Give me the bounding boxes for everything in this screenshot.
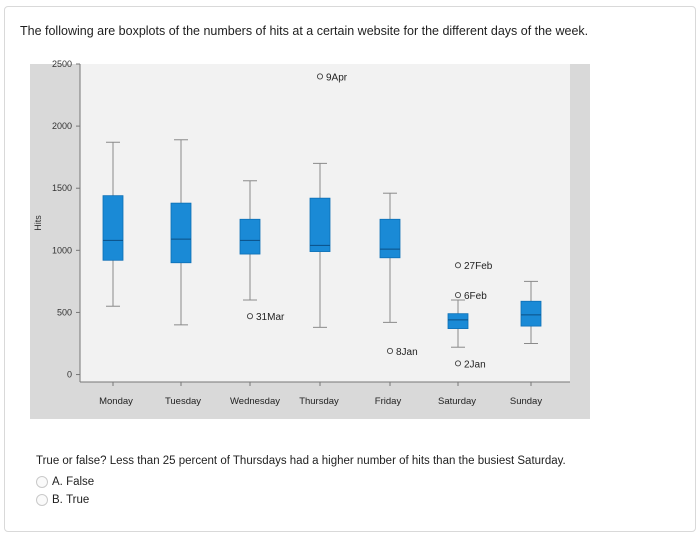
outlier-6feb: 6Feb: [454, 291, 487, 302]
y-tick-label: 1500: [52, 183, 72, 193]
box-iqr: [447, 313, 469, 329]
box-wednesday: [239, 180, 261, 301]
box-thursday: [309, 162, 331, 328]
outlier-label: 9Apr: [326, 72, 348, 83]
box-saturday: [447, 299, 469, 348]
outlier-point: [386, 347, 394, 354]
x-tick-label: Friday: [375, 396, 402, 407]
option-b-radio[interactable]: [36, 494, 48, 506]
question-prompt: True or false? Less than 25 percent of T…: [36, 455, 566, 467]
box-tuesday: [170, 139, 192, 326]
x-tick-label: Monday: [99, 396, 133, 407]
y-tick-label: 0: [67, 370, 72, 380]
outlier-label: 27Feb: [464, 261, 493, 272]
boxplot-chart: Hits 0 500 1000 1500 2000 2500 Monday Tuesday W…: [30, 59, 590, 419]
outlier-point: [246, 313, 254, 320]
question-text: The following are boxplots of the number…: [20, 24, 589, 38]
y-axis-label: Hits: [33, 215, 43, 231]
outlier-27feb: 27Feb: [454, 261, 493, 272]
option-a-radio[interactable]: [36, 476, 48, 488]
option-b-label: True: [66, 494, 90, 506]
y-tick-label: 1000: [52, 245, 72, 255]
outlier-label: 31Mar: [256, 312, 285, 323]
y-tick-label: 2000: [52, 121, 72, 131]
outlier-point: [454, 262, 462, 269]
box-iqr: [102, 195, 124, 261]
box-friday: [379, 192, 401, 323]
x-tick-label: Sunday: [510, 396, 542, 407]
option-b-letter: B.: [52, 494, 63, 506]
y-tick-label: 2500: [52, 59, 72, 69]
x-tick-label: Wednesday: [230, 396, 280, 407]
outlier-label: 8Jan: [396, 347, 418, 358]
box-sunday: [520, 280, 542, 344]
option-a-label: False: [66, 476, 95, 488]
x-tick-label: Tuesday: [165, 396, 201, 407]
option-b[interactable]: B. True: [36, 494, 89, 506]
outlier-9apr: 9Apr: [316, 72, 348, 83]
outlier-label: 6Feb: [464, 291, 487, 302]
box-iqr: [379, 218, 401, 259]
y-tick-label: 500: [57, 307, 72, 317]
box-iqr: [239, 218, 261, 255]
option-a-letter: A.: [52, 476, 63, 488]
outlier-8jan: 8Jan: [386, 347, 418, 358]
x-tick-label: Saturday: [438, 396, 476, 407]
option-a[interactable]: A. False: [36, 476, 94, 488]
box-monday: [102, 141, 124, 307]
outlier-point: [454, 360, 462, 367]
outlier-31mar: 31Mar: [246, 312, 285, 323]
outlier-2jan: 2Jan: [454, 359, 486, 370]
box-iqr: [520, 300, 542, 327]
outlier-label: 2Jan: [464, 359, 486, 370]
box-iqr: [170, 202, 192, 264]
x-tick-label: Thursday: [299, 396, 339, 407]
box-iqr: [309, 197, 331, 252]
outlier-point: [316, 73, 324, 80]
outlier-point: [454, 291, 462, 299]
